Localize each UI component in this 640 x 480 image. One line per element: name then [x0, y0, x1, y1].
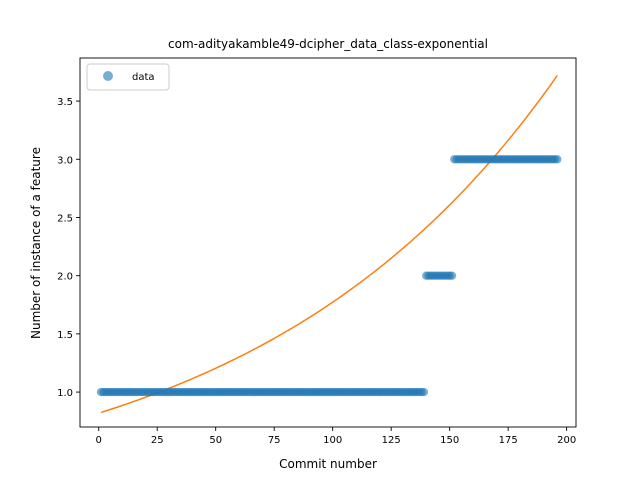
data-point [419, 387, 429, 397]
x-axis-label: Commit number [279, 457, 377, 471]
plot-frame [79, 57, 577, 428]
y-tick-label: 3.0 [57, 155, 73, 166]
data-point [553, 155, 562, 164]
points-layer [96, 155, 562, 397]
legend: data [86, 63, 170, 91]
legend-marker-data [103, 71, 113, 81]
x-tick-label: 200 [557, 435, 576, 446]
x-tick-label: 25 [151, 435, 164, 446]
x-tick-label: 0 [96, 435, 102, 446]
y-tick-label: 1.0 [57, 388, 73, 399]
y-tick-label: 2.5 [57, 213, 73, 224]
x-tick-label: 175 [499, 435, 518, 446]
y-tick-label: 3.5 [57, 97, 73, 108]
y-axis-label: Number of instance of a feature [29, 147, 43, 339]
y-tick-label: 2.0 [57, 272, 73, 283]
legend-frame [86, 63, 170, 91]
x-tick-label: 75 [268, 435, 281, 446]
data-point [447, 271, 457, 280]
fit-layer [100, 75, 558, 414]
legend-label-data: data [132, 72, 155, 83]
x-tick-label: 50 [209, 435, 222, 446]
fit-curve [100, 75, 558, 414]
axes-layer: 0 25 50 75 100 125 150 175 200 1.0 1.5 2.0 2.5 3.0 3.5 [57, 57, 577, 446]
x-tick-label: 100 [323, 435, 342, 446]
y-tick-label: 1.5 [57, 330, 73, 341]
chart-title: com-adityakamble49-dcipher_data_class-ex… [168, 37, 488, 51]
x-tick-label: 150 [440, 435, 459, 446]
x-tick-label: 125 [382, 435, 401, 446]
